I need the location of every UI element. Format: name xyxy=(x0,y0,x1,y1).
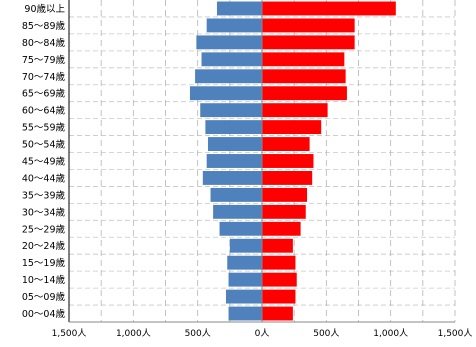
bar-left-6 xyxy=(200,103,262,118)
bar-right-9 xyxy=(262,154,314,168)
bar-right-6 xyxy=(262,103,328,118)
category-label-4: 70～74歳 xyxy=(22,71,66,83)
bar-left-17 xyxy=(225,289,262,304)
bar-right-15 xyxy=(262,255,296,270)
category-label-6: 60～64歳 xyxy=(22,105,66,117)
category-label-18: 00～04歳 xyxy=(22,308,66,320)
bar-right-1 xyxy=(262,18,355,33)
category-label-17: 05～09歳 xyxy=(22,291,66,303)
bar-left-15 xyxy=(227,255,262,270)
x-tick-label-0: 1,500人 xyxy=(52,328,87,339)
bar-right-14 xyxy=(262,238,293,253)
category-label-12: 30～34歳 xyxy=(22,206,66,218)
bar-right-13 xyxy=(262,221,301,236)
x-tick-label-6: 1,500人 xyxy=(438,328,473,339)
bar-left-18 xyxy=(228,306,262,321)
bar-left-10 xyxy=(202,170,262,185)
bar-right-17 xyxy=(262,289,296,304)
right-series-bars xyxy=(262,1,396,321)
bar-right-18 xyxy=(262,306,293,321)
bar-right-0 xyxy=(262,1,396,16)
category-label-8: 50～54歳 xyxy=(22,139,66,151)
bar-left-4 xyxy=(195,69,262,84)
bar-left-8 xyxy=(207,137,262,152)
category-label-15: 15～19歳 xyxy=(22,257,66,269)
bar-left-13 xyxy=(219,221,262,236)
category-label-3: 75～79歳 xyxy=(22,54,66,66)
bar-left-2 xyxy=(196,35,262,50)
category-label-5: 65～69歳 xyxy=(22,88,66,100)
category-label-2: 80～84歳 xyxy=(22,37,66,49)
x-tick-label-4: 500人 xyxy=(313,328,339,339)
x-tick-label-1: 1,000人 xyxy=(116,328,151,339)
bar-right-12 xyxy=(262,204,306,219)
category-label-9: 45～49歳 xyxy=(22,156,66,168)
bar-right-8 xyxy=(262,137,310,152)
category-label-10: 40～44歳 xyxy=(22,172,66,184)
bar-left-14 xyxy=(229,238,262,253)
category-label-16: 10～14歳 xyxy=(22,274,66,286)
category-label-11: 35～39歳 xyxy=(22,189,66,201)
bar-left-3 xyxy=(201,52,262,67)
bar-right-11 xyxy=(262,187,308,202)
bar-left-16 xyxy=(228,272,262,287)
category-labels: 90歳以上 85～89歳 80～84歳 75～79歳 70～74歳 65～69歳 60～64… xyxy=(22,3,66,320)
bar-left-12 xyxy=(213,204,262,219)
bar-right-7 xyxy=(262,120,322,135)
category-label-7: 55～59歳 xyxy=(22,122,66,134)
category-label-1: 85～89歳 xyxy=(22,20,66,32)
x-tick-label-5: 1,000人 xyxy=(373,328,408,339)
bar-right-3 xyxy=(262,52,345,67)
bar-left-5 xyxy=(189,86,262,101)
bar-right-2 xyxy=(262,35,355,50)
category-label-13: 25～29歳 xyxy=(22,223,66,235)
bar-right-5 xyxy=(262,86,347,101)
bar-left-11 xyxy=(210,187,262,202)
bar-left-9 xyxy=(206,154,262,168)
x-tick-labels: 1,500人 1,000人 500人 0人 500人 1,000人 1,500人 xyxy=(52,328,473,339)
bar-left-7 xyxy=(205,120,262,135)
x-tick-label-3: 0人 xyxy=(255,328,270,339)
category-label-0: 90歳以上 xyxy=(24,3,65,15)
bar-right-10 xyxy=(262,170,313,185)
bar-left-1 xyxy=(206,18,262,33)
bar-right-16 xyxy=(262,272,297,287)
axes xyxy=(68,0,455,323)
bar-right-4 xyxy=(262,69,346,84)
category-label-14: 20～24歳 xyxy=(22,240,66,252)
x-tick-label-2: 500人 xyxy=(185,328,211,339)
left-series-bars xyxy=(189,1,262,321)
bar-left-0 xyxy=(216,1,262,16)
